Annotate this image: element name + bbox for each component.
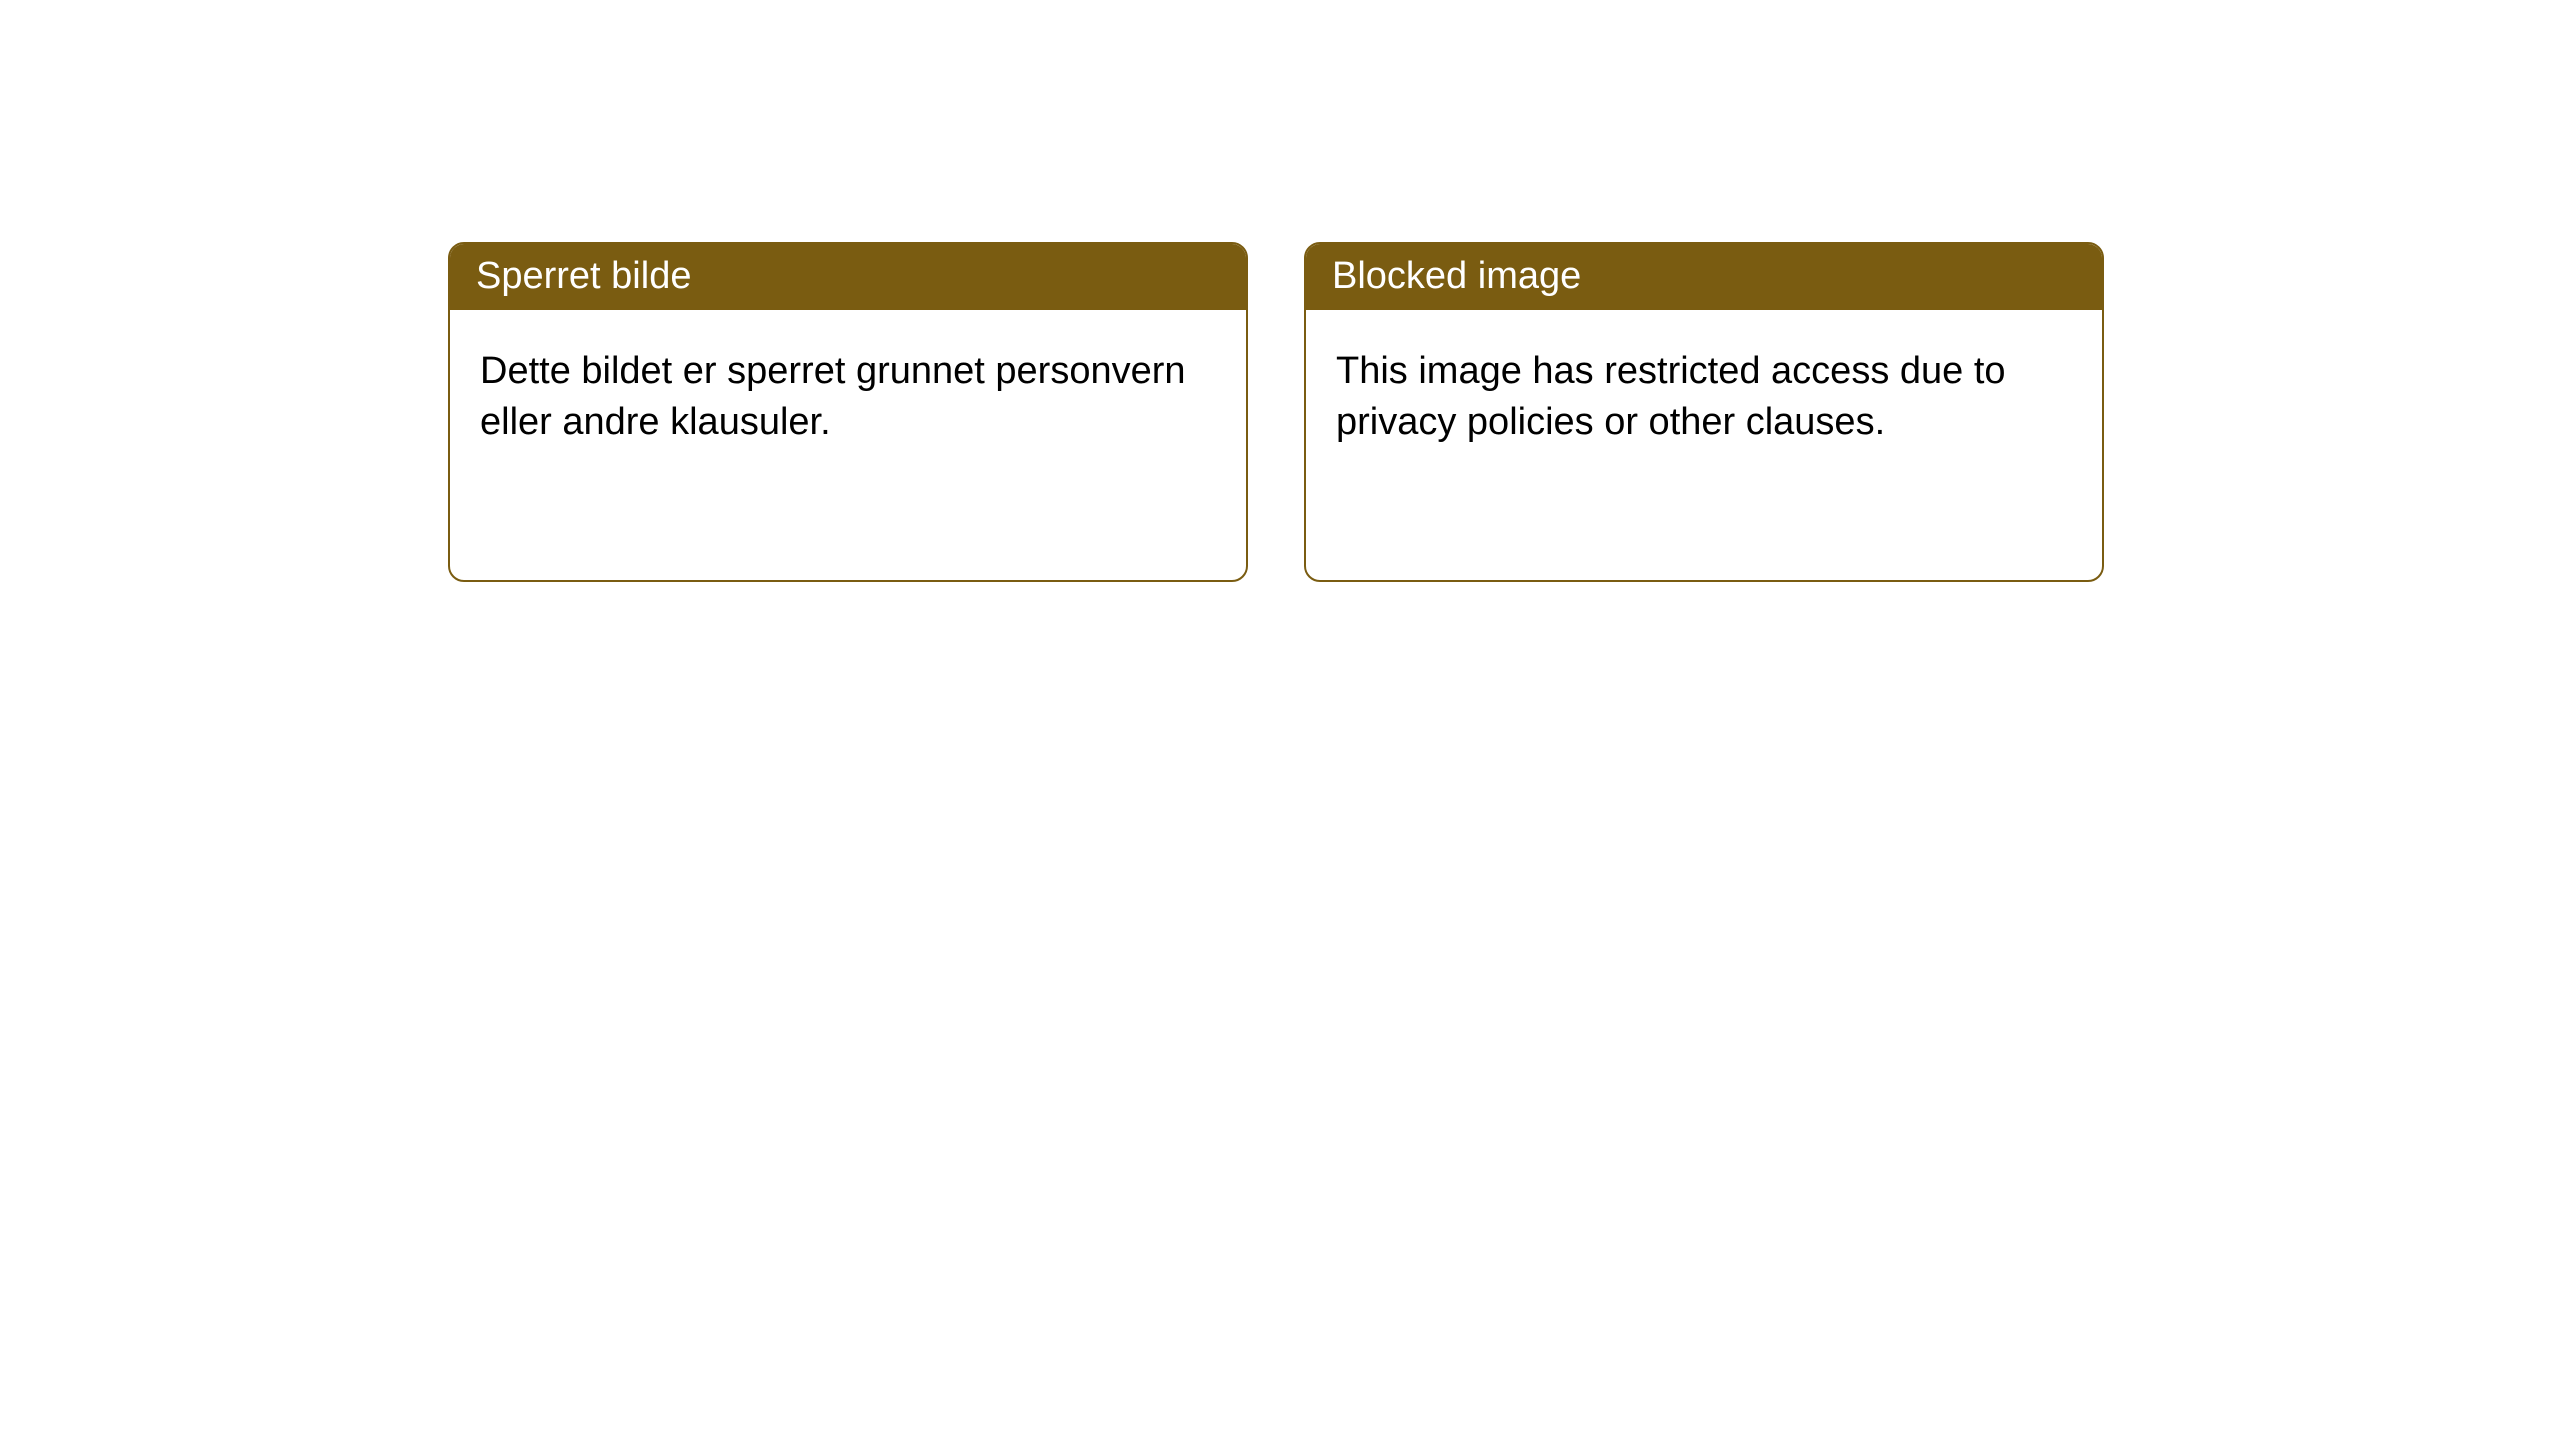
- notice-body: This image has restricted access due to …: [1306, 310, 2102, 580]
- notice-body: Dette bildet er sperret grunnet personve…: [450, 310, 1246, 580]
- notice-card-norwegian: Sperret bilde Dette bildet er sperret gr…: [448, 242, 1248, 582]
- notice-header: Sperret bilde: [450, 244, 1246, 310]
- notice-header: Blocked image: [1306, 244, 2102, 310]
- notice-container: Sperret bilde Dette bildet er sperret gr…: [0, 0, 2560, 582]
- notice-card-english: Blocked image This image has restricted …: [1304, 242, 2104, 582]
